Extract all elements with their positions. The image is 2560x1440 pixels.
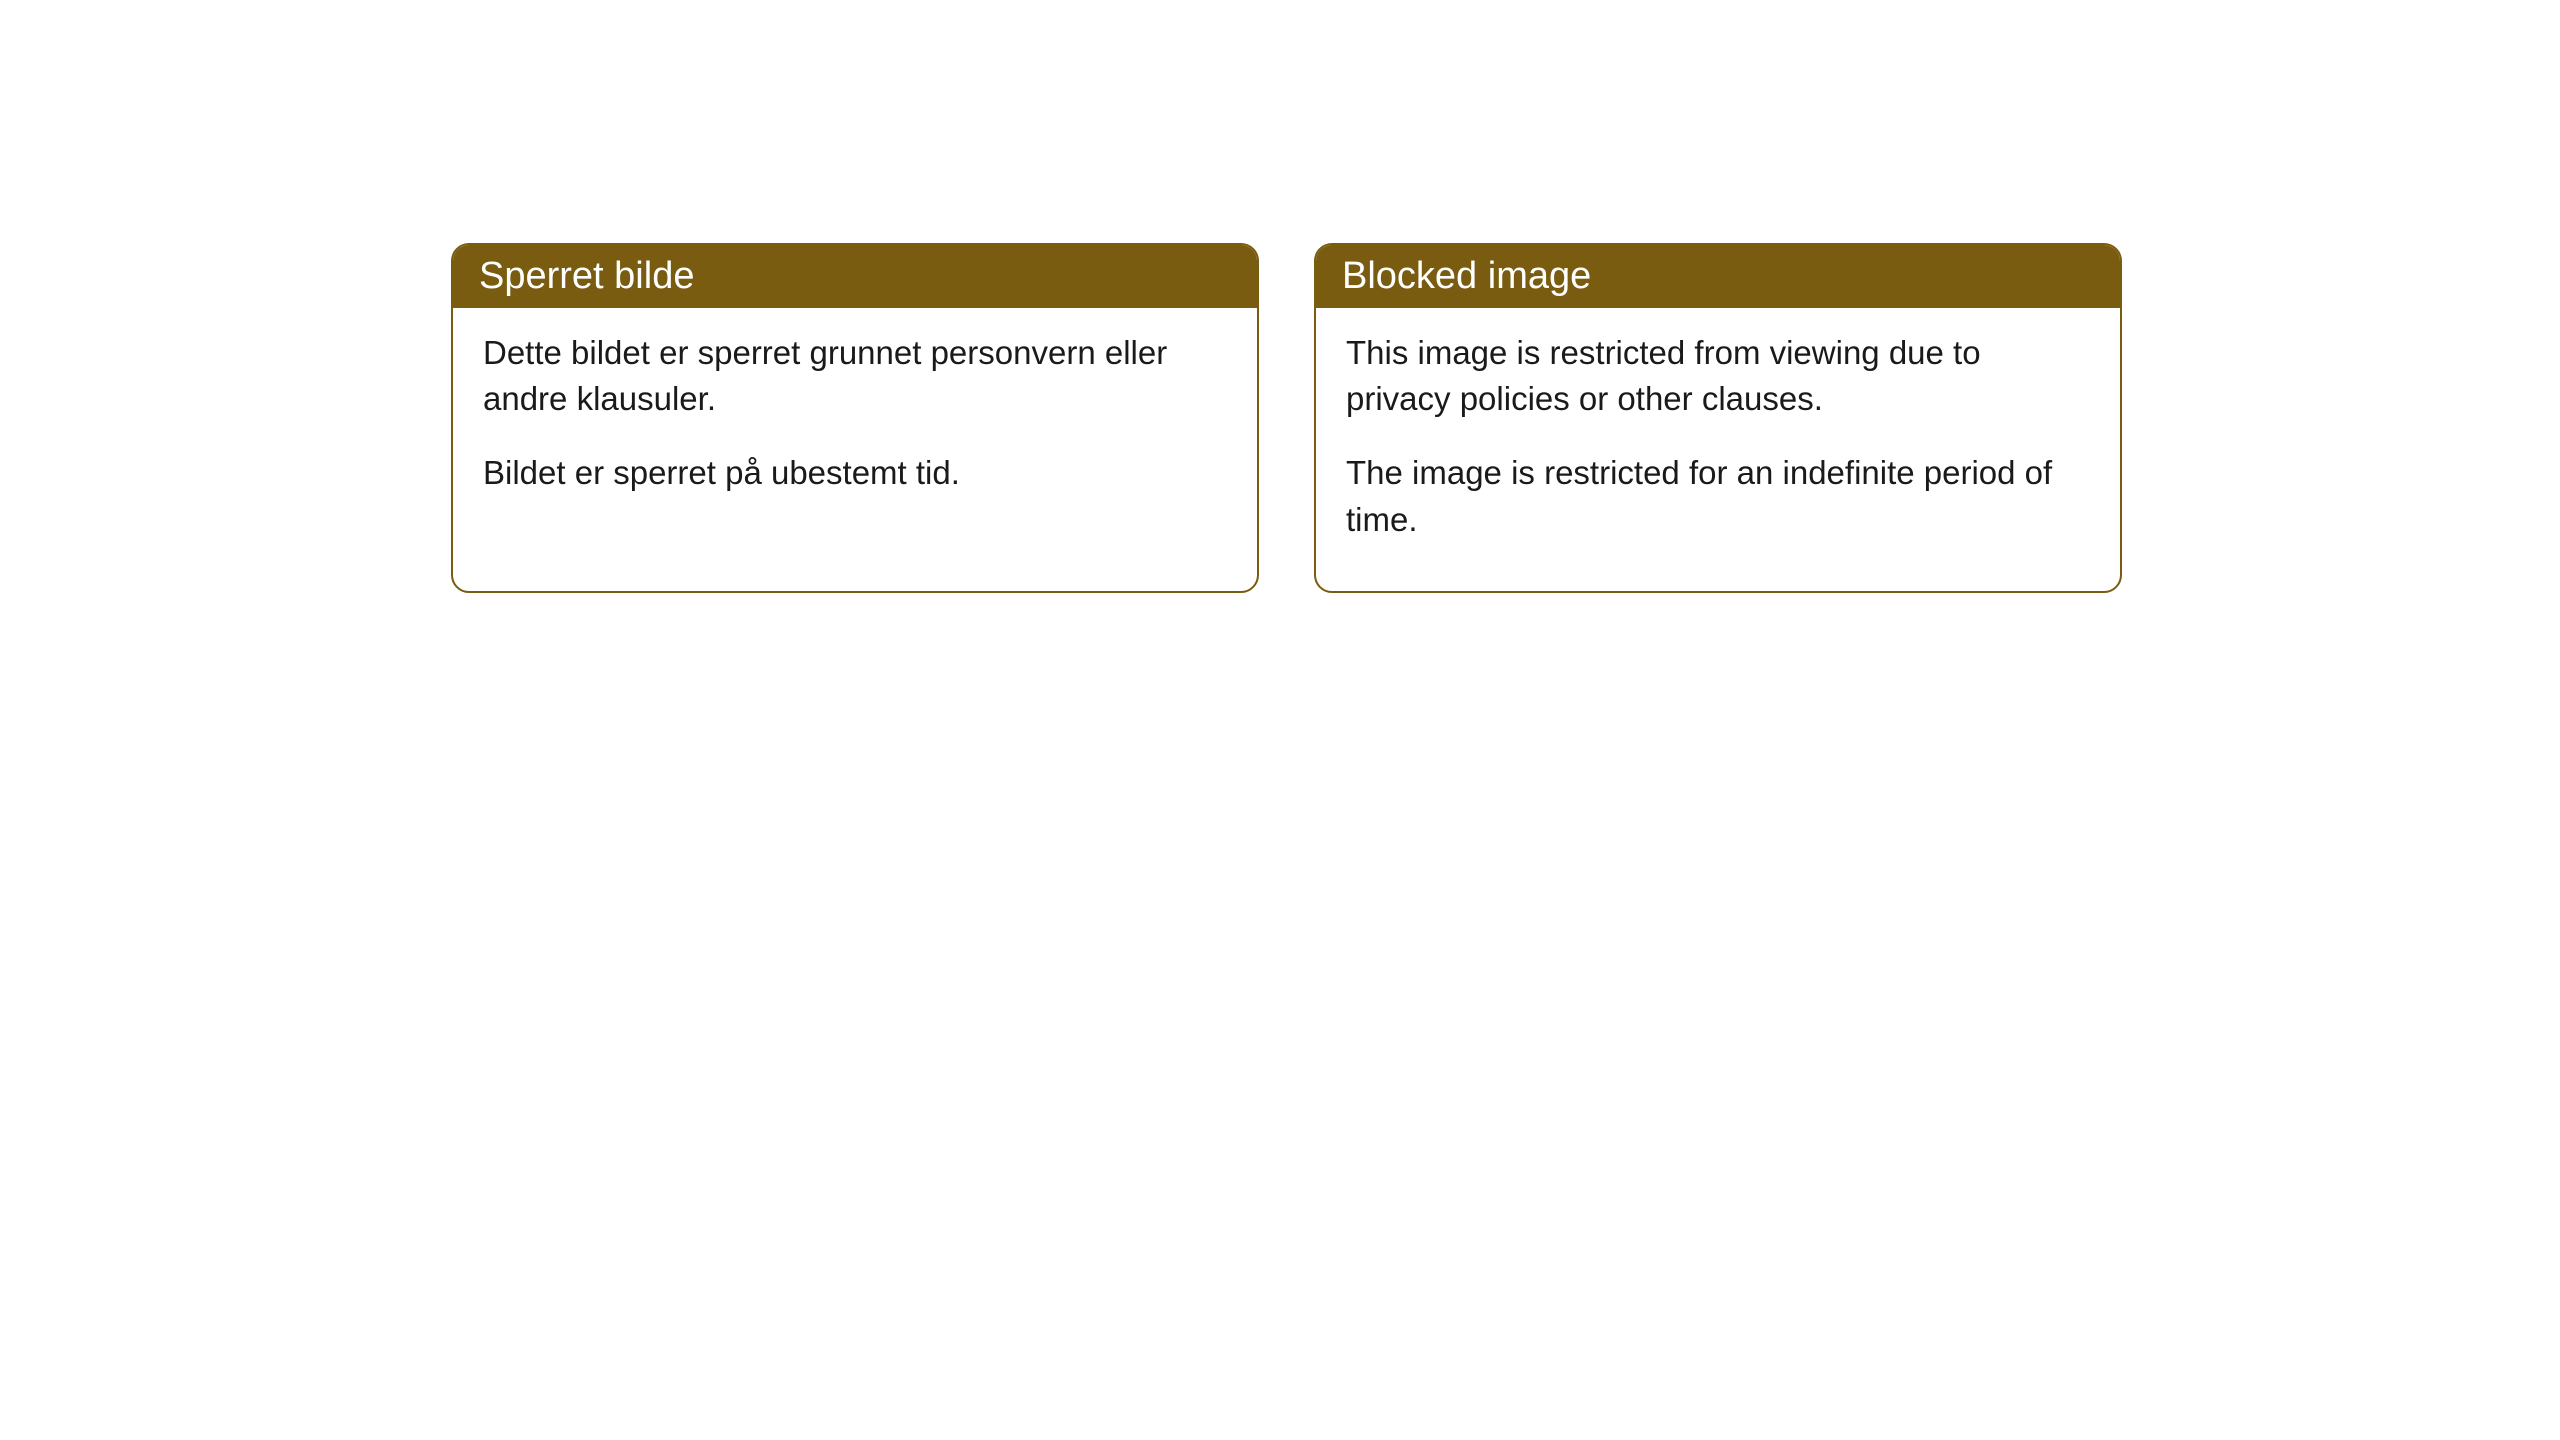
card-body: Dette bildet er sperret grunnet personve… <box>453 308 1257 545</box>
card-title: Blocked image <box>1342 255 1591 297</box>
card-paragraph: This image is restricted from viewing du… <box>1346 330 2090 422</box>
card-body: This image is restricted from viewing du… <box>1316 308 2120 591</box>
notice-card-english: Blocked image This image is restricted f… <box>1314 243 2122 593</box>
card-paragraph: Dette bildet er sperret grunnet personve… <box>483 330 1227 422</box>
notice-card-norwegian: Sperret bilde Dette bildet er sperret gr… <box>451 243 1259 593</box>
card-title: Sperret bilde <box>479 255 694 297</box>
card-header: Sperret bilde <box>453 245 1257 308</box>
card-paragraph: The image is restricted for an indefinit… <box>1346 450 2090 542</box>
card-paragraph: Bildet er sperret på ubestemt tid. <box>483 450 1227 496</box>
card-header: Blocked image <box>1316 245 2120 308</box>
notice-container: Sperret bilde Dette bildet er sperret gr… <box>451 243 2122 593</box>
